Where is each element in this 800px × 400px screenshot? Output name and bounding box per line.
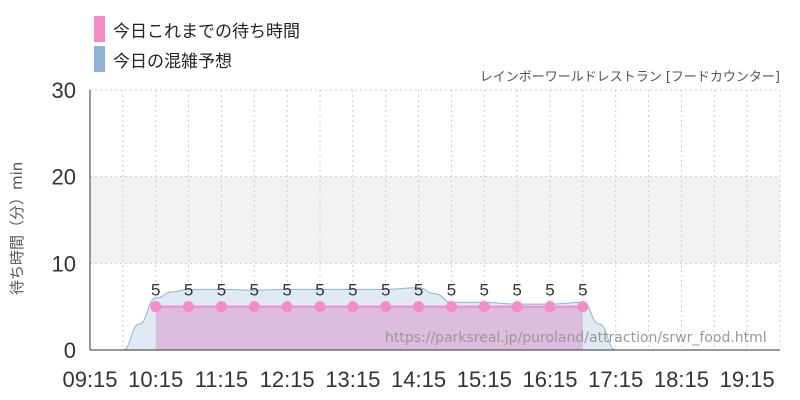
legend-item-actual[interactable]: 今日これまでの待ち時間	[94, 14, 300, 44]
actual-point	[314, 301, 326, 313]
x-tick-label: 12:15	[260, 367, 315, 392]
x-tick-label: 09:15	[62, 367, 117, 392]
data-label: 5	[545, 281, 554, 300]
x-tick-label: 17:15	[588, 367, 643, 392]
venue-name: レインボーワールドレストラン [フードカウンター]	[479, 70, 780, 85]
data-label: 5	[282, 281, 291, 300]
actual-point	[413, 301, 425, 313]
y-tick-label: 30	[52, 78, 76, 103]
actual-point	[183, 301, 195, 313]
x-tick-label: 13:15	[325, 367, 380, 392]
actual-point	[215, 301, 227, 313]
data-label: 5	[578, 281, 587, 300]
legend-label-forecast: 今日の混雑予想	[113, 51, 232, 72]
actual-point	[380, 301, 392, 313]
data-label: 5	[250, 281, 259, 300]
legend: 今日これまでの待ち時間 今日の混雑予想	[94, 14, 300, 74]
actual-area	[155, 306, 583, 350]
data-label: 5	[381, 281, 390, 300]
y-axis-label: 待ち時間（分）min	[8, 161, 26, 295]
data-label: 5	[217, 281, 226, 300]
data-label: 5	[414, 281, 423, 300]
highlight-band	[90, 176, 780, 264]
data-label: 5	[151, 281, 160, 300]
actual-point	[478, 301, 490, 313]
x-tick-label: 11:15	[195, 367, 248, 392]
legend-swatch-actual	[94, 16, 105, 42]
legend-label-actual: 今日これまでの待ち時間	[113, 21, 300, 42]
legend-swatch-forecast	[94, 46, 105, 72]
y-tick-label: 20	[52, 165, 76, 190]
actual-point	[445, 301, 457, 313]
y-tick-label: 0	[64, 338, 76, 363]
actual-point	[511, 301, 523, 313]
source-url: https://parksreal.jp/puroland/attraction…	[385, 330, 767, 346]
legend-item-forecast[interactable]: 今日の混雑予想	[94, 44, 300, 74]
actual-point	[577, 301, 589, 313]
x-tick-label: 14:15	[391, 367, 446, 392]
actual-point	[281, 301, 293, 313]
data-label: 5	[480, 281, 489, 300]
actual-point	[347, 301, 359, 313]
x-tick-label: 15:15	[457, 367, 512, 392]
x-tick-label: 19:15	[720, 367, 775, 392]
data-label: 5	[315, 281, 324, 300]
x-tick-label: 18:15	[654, 367, 709, 392]
x-tick-label: 10:15	[128, 367, 183, 392]
data-label: 5	[512, 281, 521, 300]
data-label: 5	[447, 281, 456, 300]
data-label: 5	[348, 281, 357, 300]
data-label: 5	[184, 281, 193, 300]
y-tick-label: 10	[52, 251, 76, 276]
actual-point	[150, 301, 162, 313]
actual-point	[544, 301, 556, 313]
x-tick-label: 16:15	[522, 367, 577, 392]
actual-point	[248, 301, 260, 313]
